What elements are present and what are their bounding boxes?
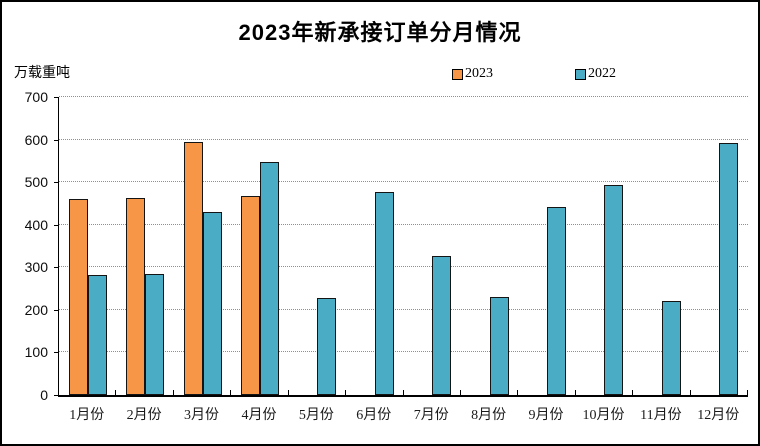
x-tick-label-8月份: 8月份 xyxy=(471,408,507,423)
category-tick-4 xyxy=(287,390,289,395)
legend-item-2022: 2022 xyxy=(575,66,616,82)
legend-swatch-2022-icon xyxy=(575,68,586,80)
bar-2023-2月份 xyxy=(126,198,146,395)
category-tick-12 xyxy=(747,390,748,395)
x-tick-label-4月份: 4月份 xyxy=(241,408,277,423)
category-tick-9 xyxy=(574,390,576,395)
gridline-200 xyxy=(59,308,748,310)
legend-label-2023: 2023 xyxy=(465,66,493,81)
bar-2022-10月份 xyxy=(604,185,624,395)
category-tick-2 xyxy=(172,390,174,395)
gridline-100 xyxy=(59,351,748,353)
bar-2022-12月份 xyxy=(719,143,739,395)
y-axis-unit-label: 万载重吨 xyxy=(14,64,70,80)
x-tick-label-7月份: 7月份 xyxy=(413,408,449,423)
y-tick-label-700: 700 xyxy=(24,89,48,105)
bar-2023-3月份 xyxy=(183,142,203,395)
x-tick-label-9月份: 9月份 xyxy=(528,408,564,423)
bar-2022-7月份 xyxy=(432,256,452,395)
x-tick-label-1月份: 1月份 xyxy=(69,408,105,423)
category-tick-6 xyxy=(402,390,404,395)
category-tick-8 xyxy=(517,390,519,395)
y-tick-label-100: 100 xyxy=(24,344,48,361)
bar-2022-8月份 xyxy=(489,297,509,395)
y-tick-label-200: 200 xyxy=(24,301,48,318)
category-tick-10 xyxy=(632,390,634,395)
gridline-600 xyxy=(59,138,748,140)
bar-2023-1月份 xyxy=(68,199,88,395)
y-tick-mark-300 xyxy=(54,267,58,269)
legend-label-2022: 2022 xyxy=(588,66,616,81)
legend-swatch-2023-icon xyxy=(452,68,463,80)
gridline-500 xyxy=(59,181,748,183)
y-tick-label-500: 500 xyxy=(24,174,48,191)
y-tick-mark-400 xyxy=(54,224,58,226)
x-tick-label-2月份: 2月份 xyxy=(126,408,162,423)
y-tick-label-400: 400 xyxy=(24,216,48,233)
category-tick-5 xyxy=(345,390,347,395)
plot-area xyxy=(58,96,748,397)
category-tick-3 xyxy=(230,390,232,395)
legend-item-2023: 2023 xyxy=(452,66,493,82)
bar-2022-9月份 xyxy=(547,207,567,395)
chart-title: 2023年新承接订单分月情况 xyxy=(238,20,522,45)
bar-2022-2月份 xyxy=(145,274,165,395)
category-tick-1 xyxy=(115,390,117,395)
bar-2023-4月份 xyxy=(240,196,260,395)
y-tick-label-300: 300 xyxy=(24,259,48,276)
y-tick-label-600: 600 xyxy=(24,131,48,148)
bar-2022-1月份 xyxy=(87,275,107,395)
gridline-300 xyxy=(59,266,748,268)
x-tick-label-6月份: 6月份 xyxy=(356,408,392,423)
bar-2022-3月份 xyxy=(202,212,222,395)
x-tick-label-12月份: 12月份 xyxy=(697,408,740,423)
x-tick-label-3月份: 3月份 xyxy=(184,408,220,423)
category-tick-7 xyxy=(459,390,461,395)
y-tick-mark-100 xyxy=(54,352,58,354)
y-tick-label-0: 0 xyxy=(40,387,48,403)
y-tick-mark-200 xyxy=(54,309,58,311)
x-tick-label-11月份: 11月份 xyxy=(640,408,682,423)
y-tick-mark-700 xyxy=(54,97,58,98)
bar-2022-5月份 xyxy=(317,298,337,395)
x-tick-label-5月份: 5月份 xyxy=(298,408,334,423)
gridline-400 xyxy=(59,223,748,225)
bar-2022-4月份 xyxy=(259,162,279,395)
y-tick-mark-500 xyxy=(54,182,58,184)
gridline-700 xyxy=(59,96,748,97)
x-tick-label-10月份: 10月份 xyxy=(582,408,625,423)
y-tick-mark-0 xyxy=(54,395,58,396)
y-tick-mark-600 xyxy=(54,139,58,141)
bar-2022-11月份 xyxy=(661,301,681,395)
bar-2022-6月份 xyxy=(374,192,394,395)
legend: 2023 2022 xyxy=(452,66,616,82)
category-tick-11 xyxy=(689,390,691,395)
